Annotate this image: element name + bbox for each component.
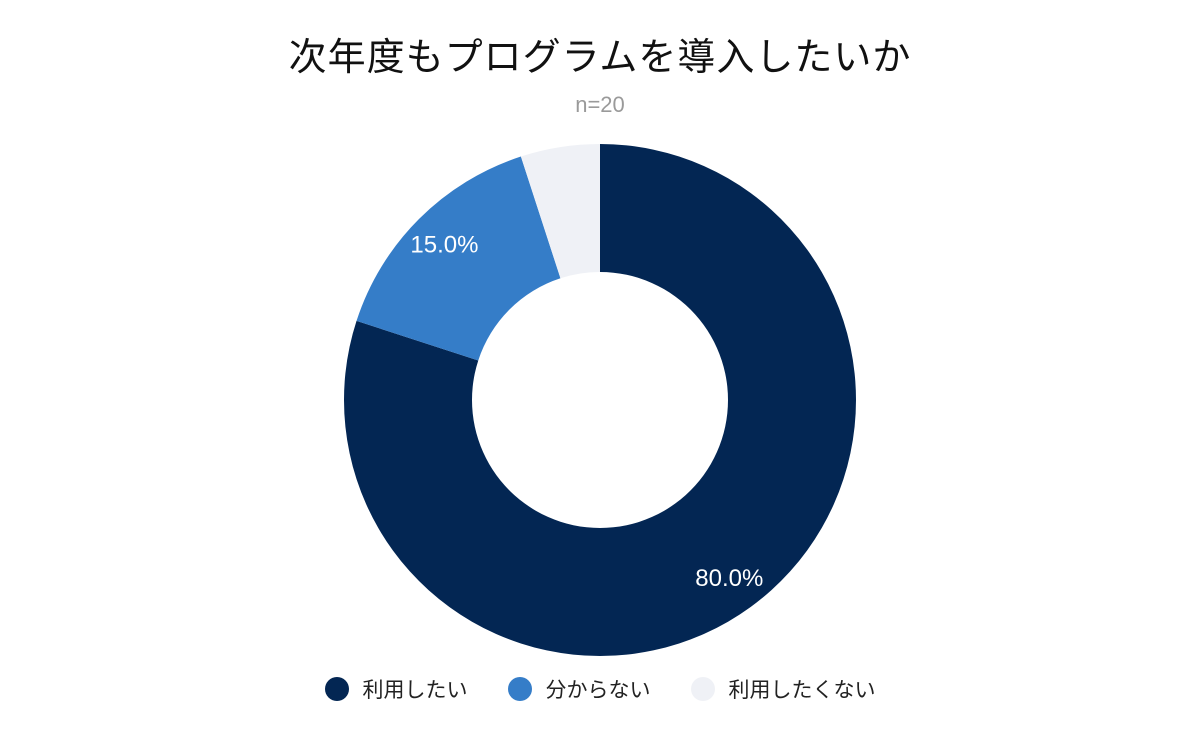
legend-label-0: 利用したい [362,678,468,702]
chart-legend: 利用したい 分からない 利用したくない [0,674,1200,704]
donut-slice-1[interactable] [356,156,561,361]
legend-item-1[interactable]: 分からない [507,674,651,704]
chart-title: 次年度もプログラムを導入したいか [288,35,912,79]
legend-item-2[interactable]: 利用したくない [690,674,876,704]
legend-swatch-2 [690,677,715,701]
donut-slice-2[interactable] [520,144,600,279]
data-label-1: 15.0% [410,231,478,258]
legend-item-0[interactable]: 利用したい [324,674,468,704]
legend-label-1: 分からない [545,678,651,702]
donut-slices [344,144,856,656]
donut-slice-0[interactable] [344,144,856,656]
legend-swatch-1 [507,677,532,701]
legend-swatch-0 [324,677,349,701]
legend-label-2: 利用したくない [728,678,876,702]
data-label-0: 80.0% [695,565,763,592]
chart-subtitle: n=20 [575,92,625,117]
donut-data-labels: 80.0% 15.0% [410,231,763,592]
